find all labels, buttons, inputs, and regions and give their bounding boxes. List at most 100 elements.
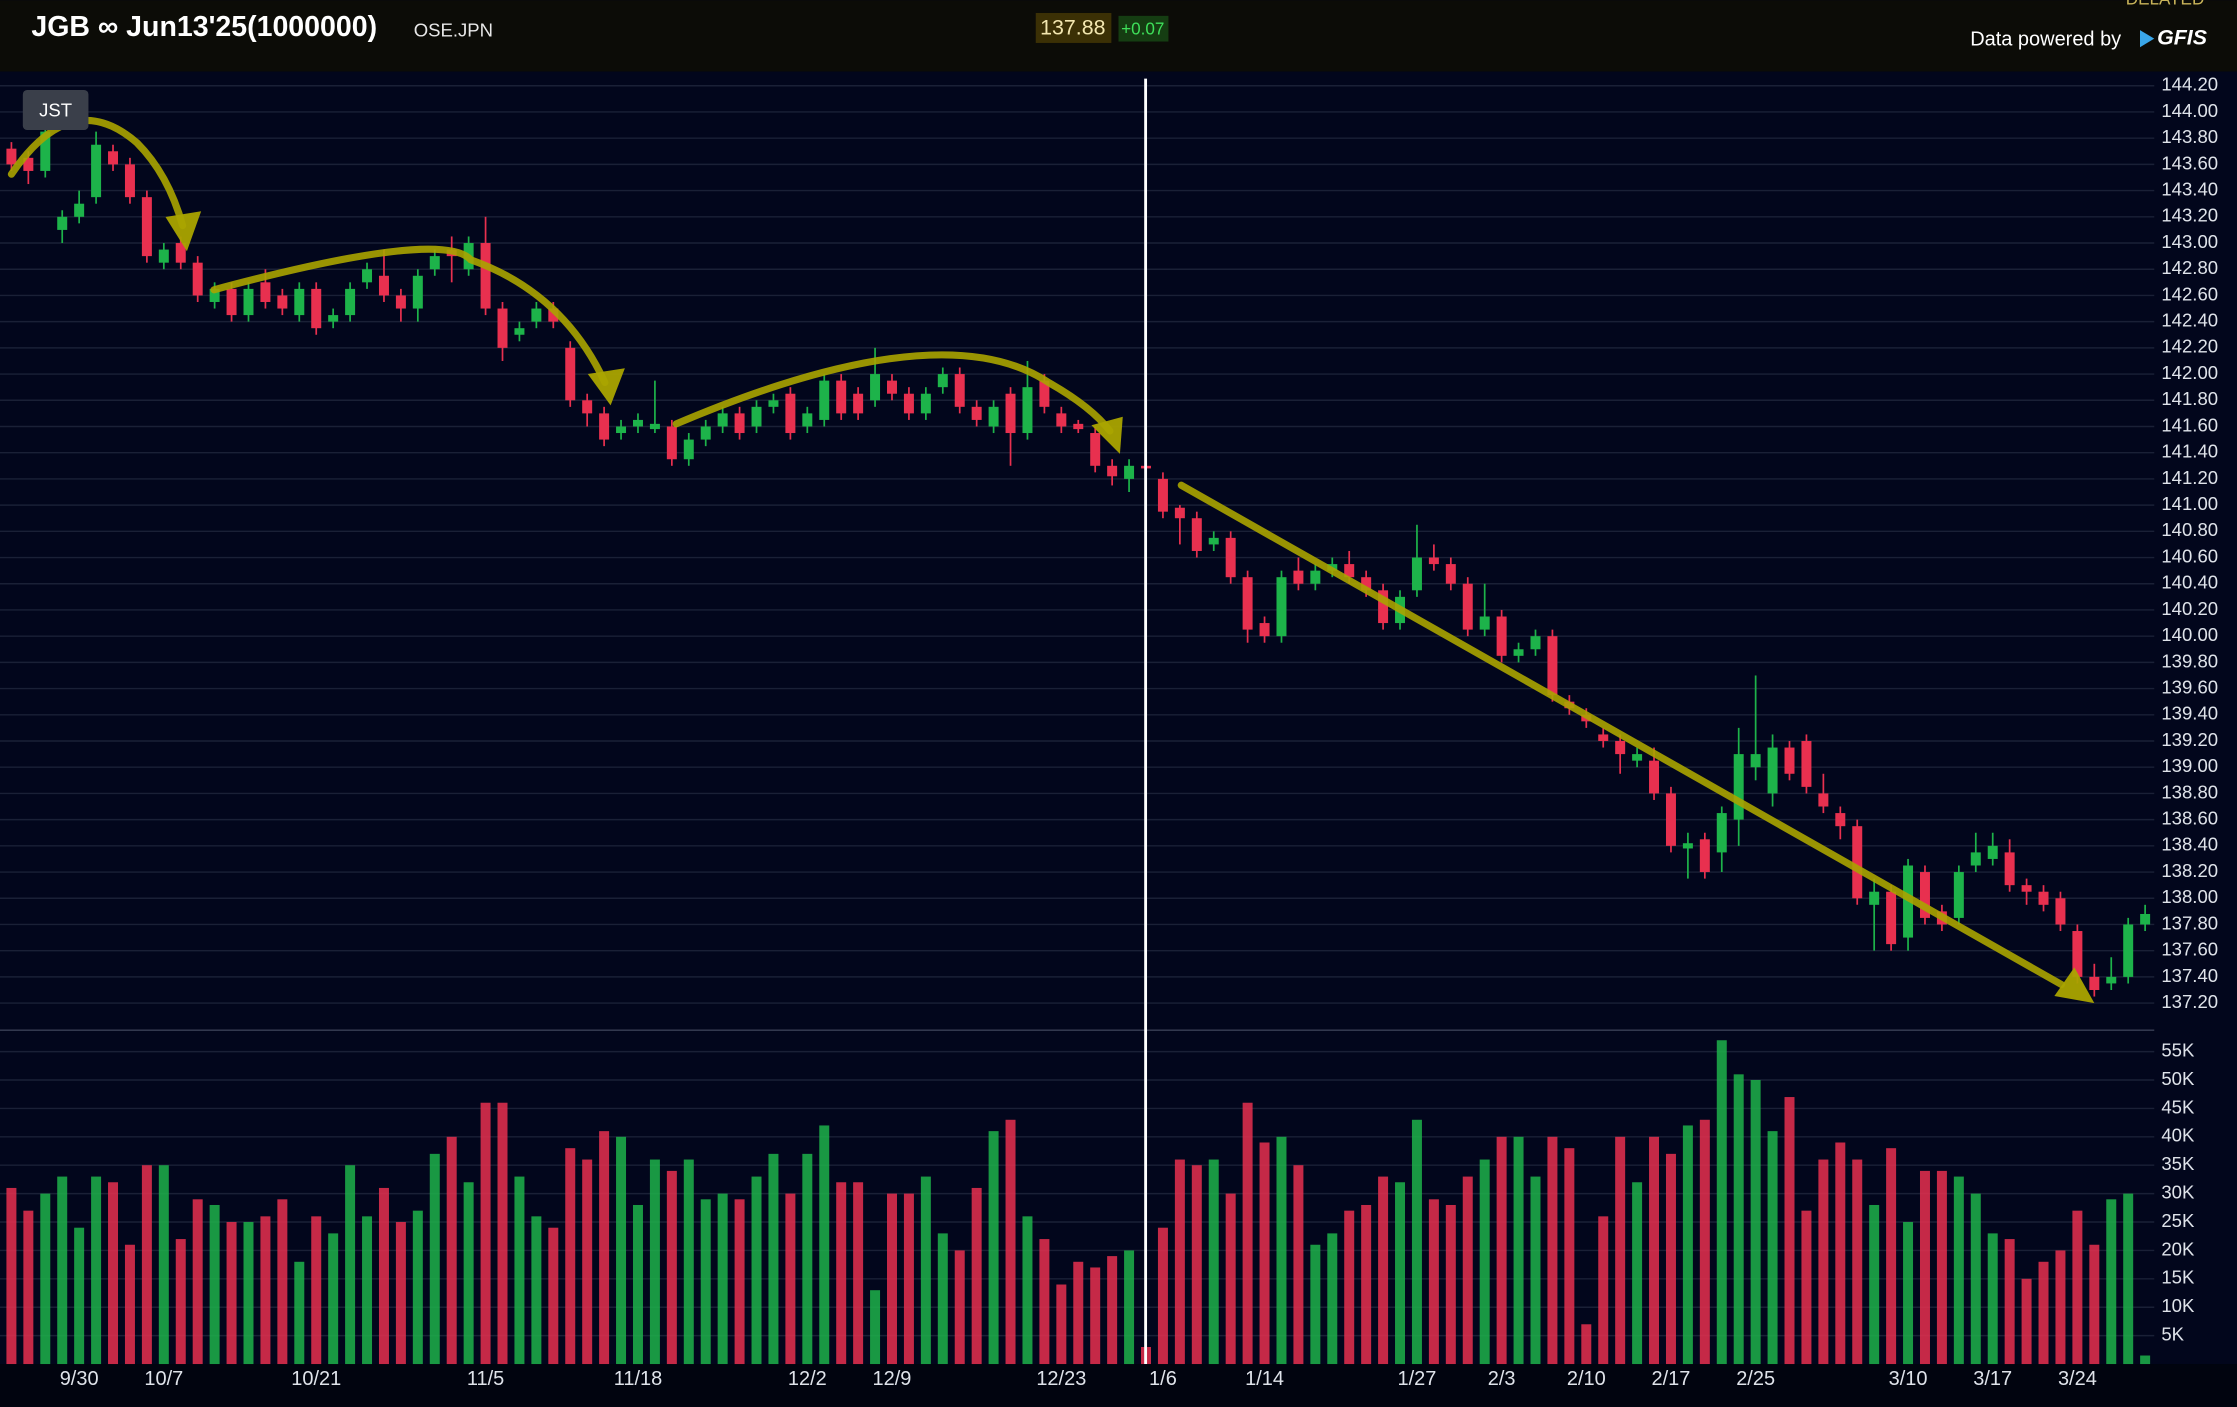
volume-bar <box>1327 1233 1338 1365</box>
candle-body <box>294 288 305 316</box>
y-tick-label: 137.20 <box>2161 991 2218 1012</box>
candle-body <box>903 393 914 414</box>
candle-body <box>1733 754 1744 820</box>
volume-bar <box>768 1153 779 1365</box>
candle-body <box>717 413 728 427</box>
volume-bar <box>1157 1227 1168 1365</box>
volume-bar <box>2072 1210 2083 1365</box>
candle-body <box>1225 537 1236 578</box>
candle-body <box>328 315 339 322</box>
volume-bar <box>988 1131 999 1365</box>
volume-bar <box>1784 1097 1795 1365</box>
y2-tick-label: 20K <box>2161 1238 2195 1259</box>
volume-bar <box>514 1176 525 1365</box>
volume-bar <box>1903 1222 1914 1365</box>
candle-body <box>1310 570 1321 584</box>
candle-body <box>514 328 525 335</box>
volume-bar <box>277 1199 288 1365</box>
volume-bar <box>2021 1278 2032 1365</box>
candle-body <box>1987 845 1998 859</box>
candle-body <box>1479 616 1490 630</box>
candle-body <box>74 203 85 217</box>
candle-body <box>616 426 627 434</box>
y-tick-label: 139.20 <box>2161 729 2218 750</box>
price-box <box>1035 12 1112 43</box>
volume-bar <box>1953 1176 1964 1365</box>
volume-bar <box>1361 1204 1372 1365</box>
volume-bar <box>717 1193 728 1365</box>
volume-bar <box>1242 1102 1253 1365</box>
y-tick-label: 143.00 <box>2161 231 2218 252</box>
y-tick-label: 141.20 <box>2161 467 2218 488</box>
volume-bar <box>802 1153 813 1365</box>
candle-body <box>1632 754 1643 761</box>
volume-bar <box>1852 1159 1863 1365</box>
candle-body <box>108 151 119 165</box>
exchange: OSE.JPN <box>414 19 493 40</box>
candle-body <box>1107 465 1118 477</box>
volume-bar <box>429 1153 440 1365</box>
y-tick-label: 140.20 <box>2161 598 2218 619</box>
volume-bar <box>2089 1244 2100 1365</box>
y-tick-label: 143.20 <box>2161 205 2218 226</box>
candle-body <box>1615 741 1626 755</box>
candle-body <box>632 419 643 427</box>
y-tick-label: 137.40 <box>2161 965 2218 986</box>
candle-body <box>175 243 186 263</box>
candle-body <box>1428 557 1439 565</box>
volume-bar <box>649 1159 660 1365</box>
arrow-head <box>165 211 202 252</box>
candle-body <box>565 347 576 401</box>
y2-tick-label: 35K <box>2161 1153 2195 1174</box>
candle-body <box>1090 433 1101 466</box>
trend-arrow <box>1177 481 2066 989</box>
x-tick-label: 12/9 <box>873 1368 912 1390</box>
volume-bar <box>1276 1136 1287 1365</box>
candle-body <box>1801 741 1812 787</box>
volume-bar <box>175 1239 186 1365</box>
candle-body <box>345 288 356 316</box>
candle-body <box>412 275 423 309</box>
x-tick-label: 9/30 <box>60 1368 99 1390</box>
x-axis-bar <box>0 1364 2237 1407</box>
volume-bar <box>1107 1256 1118 1365</box>
volume-bar <box>2106 1199 2117 1365</box>
volume-bar <box>1513 1136 1524 1365</box>
volume-bar <box>785 1193 796 1365</box>
trend-arrow <box>672 351 1114 435</box>
arrow-head <box>1091 416 1123 454</box>
y2-tick-label: 25K <box>2161 1210 2195 1231</box>
volume-bar <box>819 1125 830 1365</box>
y-tick-label: 142.80 <box>2161 257 2218 278</box>
x-tick-label: 11/5 <box>467 1368 504 1390</box>
last-price: 137.88 <box>1040 15 1105 39</box>
volume-bar <box>141 1165 152 1365</box>
volume-bar <box>1124 1250 1135 1365</box>
candle-body <box>2004 852 2015 886</box>
volume-bar <box>1886 1148 1897 1365</box>
volume-bar <box>1682 1125 1693 1365</box>
y-tick-label: 142.00 <box>2161 362 2218 383</box>
x-tick-label: 12/23 <box>1036 1368 1086 1390</box>
volume-bar <box>1801 1210 1812 1365</box>
candle-body <box>378 275 389 296</box>
candle-body <box>2038 891 2049 905</box>
volume-bar <box>108 1182 119 1365</box>
volume-bar <box>124 1244 135 1365</box>
candle-body <box>836 380 847 414</box>
candle-body <box>683 439 694 460</box>
volume-bar <box>1479 1159 1490 1365</box>
y-tick-label: 139.80 <box>2161 650 2218 671</box>
x-tick-label: 10/7 <box>144 1368 183 1390</box>
y2-tick-label: 15K <box>2161 1267 2195 1288</box>
candle-body <box>971 406 982 420</box>
y-tick-label: 141.60 <box>2161 414 2218 435</box>
volume-bar <box>1259 1142 1270 1365</box>
candle-body <box>700 426 711 440</box>
candle-body <box>734 413 745 434</box>
x-tick-label: 1/27 <box>1398 1368 1437 1390</box>
candle-body <box>2106 976 2117 984</box>
